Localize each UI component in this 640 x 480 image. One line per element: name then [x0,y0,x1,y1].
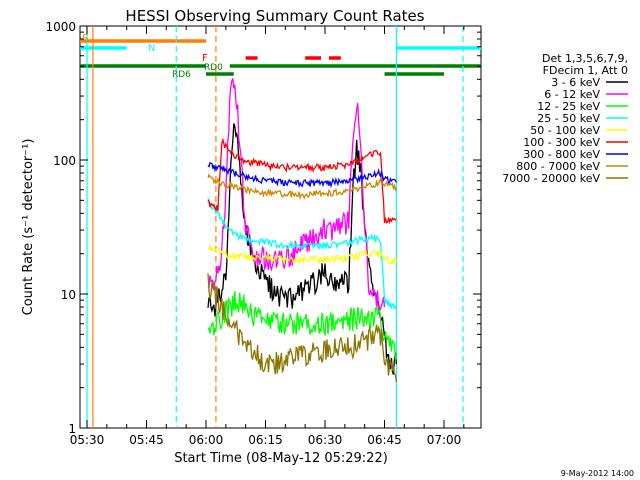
series-line [207,137,397,225]
x-tick-label: 06:15 [248,433,283,447]
chart-title: HESSI Observing Summary Count Rates [125,7,424,25]
plot-area [79,25,482,429]
x-tick-label: 05:45 [129,433,164,447]
legend-label: 100 - 300 keV [523,136,600,149]
footer-timestamp: 9-May-2012 14:00 [560,469,634,478]
legend-label: 7000 - 20000 keV [502,172,600,185]
legend-label: 50 - 100 keV [530,124,600,137]
series-line [207,173,397,201]
x-axis-label: Start Time (08-May-12 05:29:22) [174,451,388,466]
annotation-rd6: RD6 [172,70,191,80]
plot-frame [79,25,482,429]
data-series [207,78,398,383]
vertical-lines [86,26,464,428]
series-line [207,291,398,361]
annotation-s: S [82,32,89,45]
legend-label: 3 - 6 keV [551,76,600,89]
annotation-f: F [202,53,208,64]
y-tick-label: 10 [61,288,76,302]
y-tick-label: 100 [53,154,76,168]
x-tick-label: 06:45 [367,433,402,447]
legend-label: 800 - 7000 keV [516,160,600,173]
x-axis: 05:30 05:45 06:00 06:15 06:30 06:45 07:00 [70,26,465,447]
y-axis-label: Count Rate (s⁻¹ detector⁻¹) [21,139,36,316]
flag-bars [80,39,481,76]
annotation-rd0: RD0 [204,63,223,73]
x-tick-label: 06:30 [308,433,343,447]
series-line [207,243,398,265]
series-line [207,273,398,383]
series-line [207,161,397,189]
x-tick-label: 07:00 [427,433,462,447]
legend-label: 25 - 50 keV [537,112,600,125]
y-axis: 1 10 100 1000 [45,20,481,436]
series-line [207,197,397,311]
legend: Det 1,3,5,6,7,9,FDecim 1, Att 03 - 6 keV… [502,52,628,185]
x-tick-label: 06:00 [189,433,224,447]
legend-header: FDecim 1, Att 0 [543,64,628,77]
series-line [207,78,386,313]
legend-header: Det 1,3,5,6,7,9, [542,52,628,65]
x-tick-label: 05:30 [70,433,105,447]
y-tick-label: 1000 [45,20,76,34]
y-tick-label: 1 [68,422,76,436]
legend-label: 300 - 800 keV [523,148,600,161]
annotation-n: N [148,43,155,54]
legend-label: 12 - 25 keV [537,100,600,113]
legend-label: 6 - 12 keV [544,88,600,101]
